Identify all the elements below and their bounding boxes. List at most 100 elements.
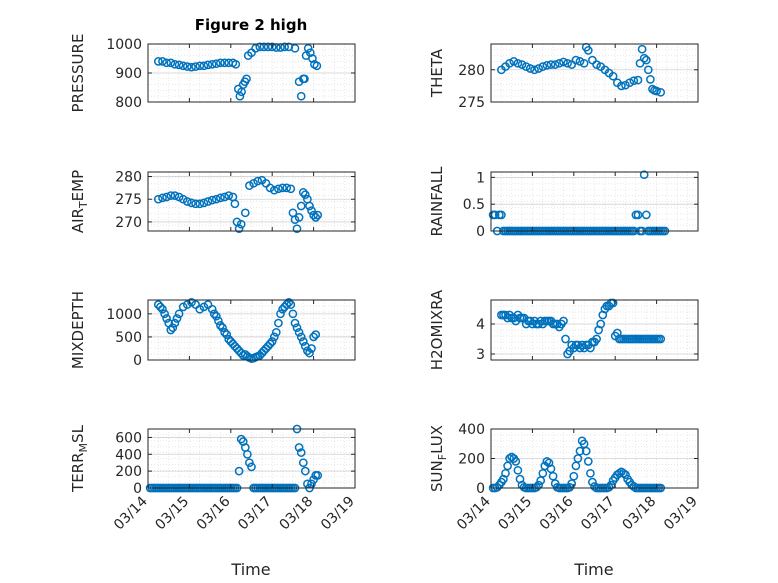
axes-box	[490, 299, 699, 361]
data-point	[271, 327, 281, 337]
data-point	[569, 471, 579, 481]
data-point	[290, 43, 300, 53]
data-point	[182, 300, 192, 309]
y-axis-label: AIRTEMP	[69, 170, 90, 233]
data-point	[199, 61, 209, 71]
data-point	[243, 449, 252, 459]
data-point	[245, 181, 254, 190]
y-tick-label: 500	[115, 330, 142, 346]
x-axis-label-right: Time	[573, 560, 613, 579]
data-point	[216, 321, 225, 330]
data-point	[253, 176, 263, 186]
y-tick-label: 200	[458, 452, 485, 468]
data-point	[282, 183, 292, 193]
data-point	[608, 71, 618, 81]
data-point	[267, 42, 277, 52]
data-point	[305, 201, 314, 211]
data-point	[207, 304, 217, 314]
data-point	[162, 192, 171, 202]
data-point	[182, 197, 192, 206]
y-tick-label: 4	[476, 317, 485, 333]
data-point	[629, 76, 639, 86]
subplot-sun_flux: 0 200 400 03/14 03/15 03/16 03/17 03/18 03/19 SUN…	[428, 422, 701, 533]
data-point	[211, 194, 221, 204]
x-axis-label-left: Time	[230, 560, 270, 579]
data-point	[559, 316, 568, 326]
x-tick-label: 03/16	[537, 493, 577, 533]
data-point	[242, 74, 251, 84]
data-point	[220, 192, 229, 202]
data-point	[274, 318, 283, 328]
data-point	[511, 457, 521, 466]
y-tick-label: 275	[115, 192, 142, 208]
data-point	[265, 339, 275, 349]
data-point	[633, 210, 643, 220]
y-tick-label: 270	[115, 215, 142, 231]
y-tick-label: 3	[476, 347, 485, 363]
data-point	[588, 477, 597, 487]
y-axis-label: PRESSURE	[69, 34, 87, 113]
data-point	[581, 446, 591, 456]
data-point	[153, 194, 163, 204]
x-tick-label: 03/16	[194, 493, 234, 533]
y-tick-label: 200	[115, 464, 142, 480]
data-point	[311, 330, 321, 339]
data-point	[294, 327, 304, 337]
data-point	[296, 332, 306, 342]
data-point	[550, 60, 560, 69]
axes-box	[490, 171, 699, 232]
y-tick-label: 280	[115, 170, 142, 186]
data-point	[646, 75, 655, 84]
data-point	[203, 60, 213, 70]
subplot-theta: 275 280 THETA	[428, 42, 699, 111]
data-point	[554, 58, 564, 68]
data-point	[284, 297, 294, 307]
data-point	[639, 170, 649, 180]
data-point	[575, 57, 585, 66]
data-point	[288, 309, 298, 319]
axes-box	[147, 171, 356, 232]
data-point	[160, 309, 169, 319]
data-point	[300, 466, 310, 476]
data-point	[571, 55, 581, 65]
y-tick-label: 0	[133, 481, 142, 497]
data-point	[303, 479, 312, 489]
data-point	[269, 332, 279, 342]
data-point	[216, 193, 225, 203]
data-point	[525, 64, 535, 73]
data-point	[309, 210, 318, 220]
data-point	[255, 42, 265, 52]
x-tick-label: 03/14	[111, 493, 151, 533]
y-tick-label: 1	[476, 170, 485, 186]
data-point	[207, 195, 217, 205]
data-point	[235, 91, 245, 101]
subplot-mixdepth: 0 500 1000 MIXDEPTH	[69, 291, 356, 369]
data-point	[162, 314, 171, 323]
data-point	[236, 434, 246, 444]
data-point	[563, 58, 572, 68]
data-point	[586, 468, 595, 478]
subplot-h2omixra: 3 4 H2OMIXRA	[428, 289, 699, 370]
data-point	[187, 198, 196, 208]
data-point	[222, 330, 232, 339]
y-tick-label: 400	[458, 422, 485, 438]
data-point	[292, 224, 302, 234]
y-tick-label: 0.5	[463, 197, 485, 213]
data-point	[298, 337, 308, 346]
data-point	[305, 348, 314, 358]
y-axis-label: THETA	[428, 48, 446, 98]
x-tick-label: 03/15	[495, 494, 535, 534]
data-point	[521, 62, 531, 71]
data-point	[195, 199, 205, 209]
axes-box	[147, 428, 356, 489]
data-point	[286, 300, 296, 309]
data-point	[191, 62, 200, 71]
data-point	[534, 480, 543, 490]
data-point	[274, 184, 283, 194]
axes-box	[490, 43, 699, 103]
y-axis-label: SUNFLUX	[428, 425, 449, 492]
x-tick-label: 03/17	[578, 494, 618, 534]
data-point	[542, 457, 552, 466]
data-point	[308, 54, 317, 63]
data-point	[282, 300, 292, 309]
